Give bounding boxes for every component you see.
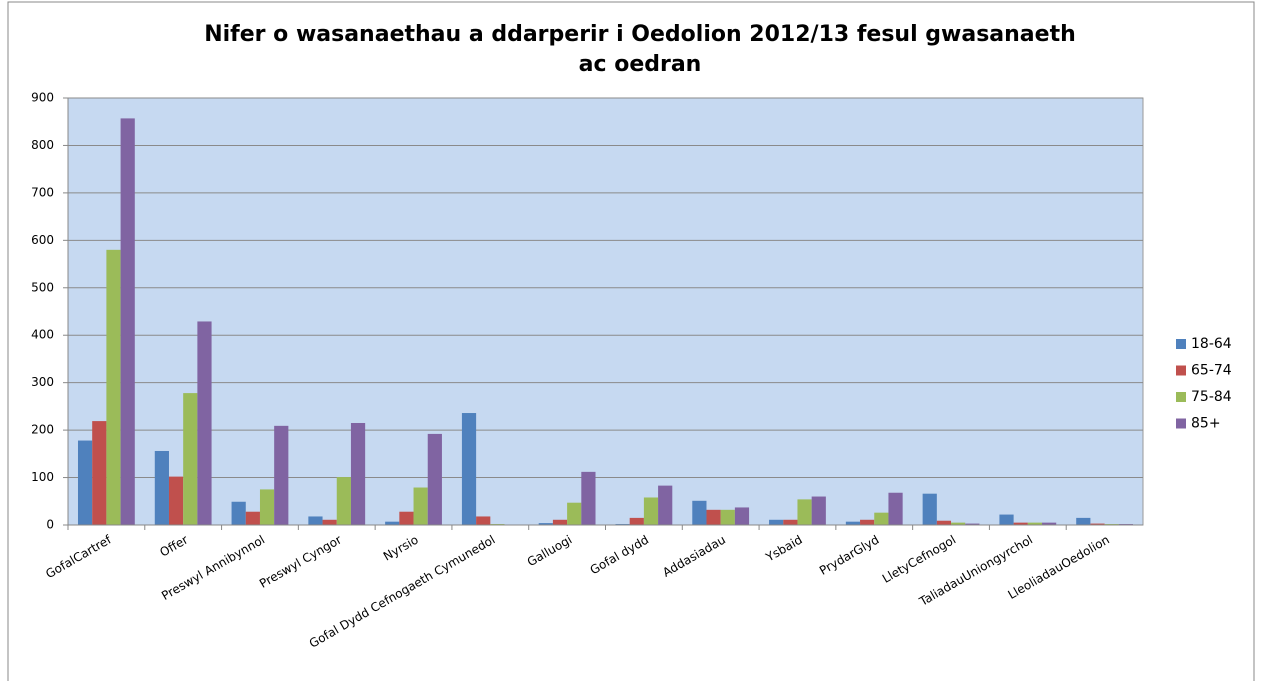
x-tick-label: Addasiadau — [660, 533, 728, 580]
bar — [658, 485, 673, 525]
legend-swatch — [1176, 392, 1186, 402]
legend-swatch — [1176, 339, 1186, 349]
x-tick-label: Preswyl Cyngor — [257, 532, 344, 590]
x-tick-label: PrydarGlyd — [817, 533, 881, 578]
bar — [845, 521, 861, 525]
bar — [769, 519, 784, 525]
bar — [692, 500, 707, 525]
bar — [336, 477, 351, 525]
bar — [860, 519, 875, 525]
y-tick-label: 400 — [31, 328, 54, 342]
bar — [1042, 522, 1057, 525]
bar — [385, 521, 400, 525]
x-tick-label: Galluogi — [525, 533, 575, 570]
x-tick-label: Ysbaid — [763, 533, 805, 565]
legend-label: 18-64 — [1191, 336, 1232, 352]
bar — [183, 393, 198, 525]
chart-border — [7, 1, 1255, 681]
bar — [797, 499, 812, 525]
x-tick-label: Gofal dydd — [588, 533, 652, 578]
bar — [106, 249, 121, 526]
bar — [811, 496, 826, 525]
y-tick-label: 800 — [31, 138, 54, 152]
bar — [706, 509, 721, 525]
bar — [965, 523, 980, 525]
y-tick-label: 0 — [46, 518, 54, 532]
bar — [92, 421, 107, 525]
bar — [413, 487, 428, 525]
bar — [427, 433, 442, 525]
bar — [783, 519, 798, 525]
chart-title: Nifer o wasanaethau a ddarperir i Oedoli… — [204, 22, 1076, 77]
bar — [936, 520, 952, 525]
y-tick-label: 600 — [31, 233, 54, 247]
y-tick-label: 300 — [31, 375, 54, 389]
y-tick-label: 200 — [31, 423, 54, 437]
bar — [399, 511, 414, 525]
bar — [629, 517, 644, 525]
legend-label: 85+ — [1191, 416, 1221, 432]
bar — [77, 440, 93, 525]
bar — [197, 321, 212, 525]
bar — [734, 507, 750, 525]
legend-swatch — [1176, 365, 1186, 376]
bar — [1076, 517, 1091, 525]
bar — [643, 497, 659, 525]
y-tick-label: 900 — [31, 91, 54, 105]
x-tick-label: Nyrsio — [381, 533, 421, 564]
bar — [154, 450, 169, 525]
bar — [274, 425, 289, 525]
legend-label: 75-84 — [1191, 389, 1232, 405]
bar — [720, 509, 735, 525]
y-tick-label: 100 — [31, 470, 54, 484]
y-tick-label: 500 — [31, 280, 54, 294]
bar — [581, 471, 596, 525]
legend-swatch — [1176, 418, 1186, 429]
bar — [552, 519, 568, 525]
bar — [888, 492, 903, 525]
x-tick-label: GofalCartref — [43, 532, 114, 581]
bar — [168, 476, 184, 525]
x-tick-label: Offer — [157, 532, 190, 559]
bar — [308, 516, 323, 525]
plot-area — [67, 97, 1144, 526]
bar — [874, 512, 889, 525]
x-tick-label: LletyCefnogol — [880, 533, 958, 586]
bar — [476, 516, 491, 525]
bar — [1027, 522, 1043, 525]
bar — [1090, 523, 1105, 525]
bar — [259, 489, 275, 525]
legend-label: 65-74 — [1191, 363, 1232, 379]
bar — [245, 511, 260, 525]
bar — [538, 523, 553, 525]
bar — [1013, 522, 1028, 525]
bar — [567, 502, 582, 525]
y-tick-label: 700 — [31, 185, 54, 199]
bar — [999, 514, 1014, 525]
bar — [951, 522, 966, 525]
bar — [461, 413, 477, 525]
bar — [322, 519, 337, 525]
bar — [231, 501, 246, 525]
bar — [922, 493, 937, 525]
bar — [350, 422, 366, 525]
bar — [120, 118, 135, 525]
